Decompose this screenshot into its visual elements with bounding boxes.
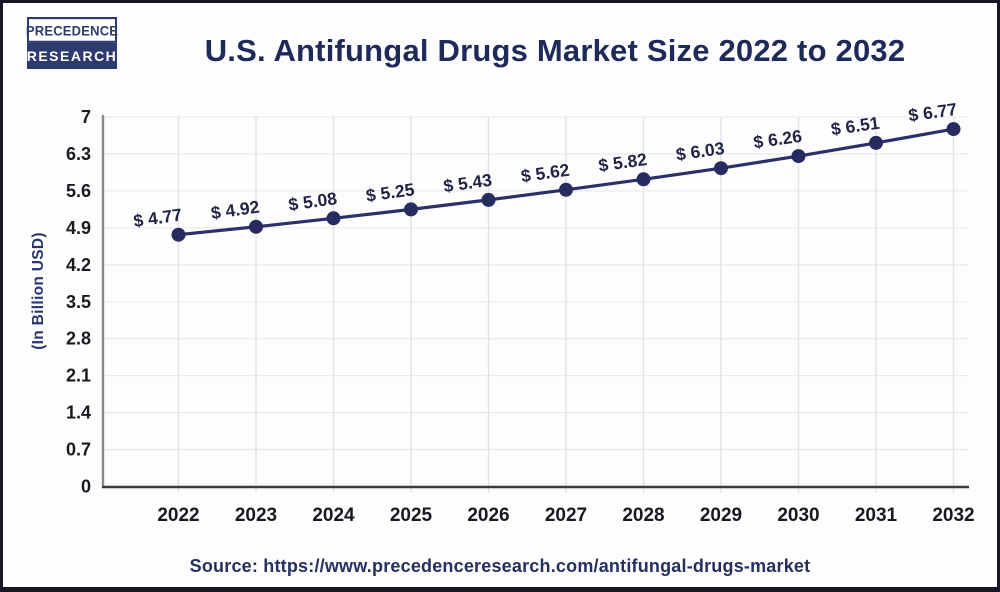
data-label: $ 6.26 — [752, 126, 803, 153]
data-label: $ 4.92 — [210, 197, 261, 224]
y-tick-label: 6.3 — [66, 144, 91, 164]
y-tick-label: 2.8 — [66, 329, 91, 349]
data-label: $ 6.51 — [830, 113, 881, 140]
y-tick-label: 2.1 — [66, 366, 91, 386]
data-point — [249, 219, 263, 234]
y-tick-label: 3.5 — [66, 292, 91, 312]
data-label: $ 4.77 — [132, 204, 183, 231]
data-point — [869, 135, 883, 150]
data-label: $ 6.03 — [675, 138, 726, 165]
data-label: $ 5.82 — [597, 149, 648, 176]
data-label: $ 5.08 — [287, 188, 338, 215]
x-tick-label: 2030 — [777, 505, 819, 526]
series-line — [176, 127, 956, 237]
data-point — [559, 182, 573, 197]
y-tick-label: 0.7 — [66, 440, 91, 460]
data-point — [171, 227, 186, 242]
source-attribution: Source: https://www.precedenceresearch.c… — [189, 556, 811, 576]
data-label: $ 5.25 — [365, 179, 416, 206]
data-point — [326, 211, 341, 226]
x-tick-label: 2023 — [235, 505, 277, 526]
x-tick-label: 2024 — [312, 505, 355, 526]
logo-research-text: RESEARCH — [27, 43, 117, 69]
chart-title: U.S. Antifungal Drugs Market Size 2022 t… — [204, 33, 906, 68]
y-tick-label: 1.4 — [66, 403, 91, 423]
x-tick-label: 2032 — [932, 505, 974, 526]
logo-precedence-text: PRECEDENCE — [26, 17, 118, 43]
data-label: $ 5.62 — [520, 160, 571, 187]
y-axis-title: (In Billion USD) — [30, 232, 47, 350]
x-tick-label: 2027 — [545, 505, 587, 526]
x-tick-label: 2026 — [467, 505, 509, 526]
x-tick-label: 2022 — [157, 505, 199, 526]
x-tick-label: 2029 — [700, 505, 742, 526]
x-tick-label: 2028 — [622, 505, 664, 526]
data-point — [404, 202, 418, 217]
x-tick-label: 2031 — [855, 505, 898, 526]
line-chart: 0 0.7 1.4 2.1 2.8 3.5 4.2 4.9 5.6 6.3 7 2022 2023 202… — [30, 99, 975, 526]
y-tick-label: 4.2 — [66, 255, 91, 275]
precedence-research-logo: PRECEDENCE RESEARCH — [26, 17, 118, 69]
data-point — [791, 149, 806, 164]
y-tick-label: 5.6 — [66, 181, 91, 201]
x-tick-label: 2025 — [390, 505, 433, 526]
data-point — [714, 161, 728, 176]
data-label: $ 5.43 — [442, 170, 493, 197]
data-point — [946, 122, 961, 137]
data-point — [481, 192, 496, 207]
y-tick-label: 4.9 — [66, 218, 91, 238]
data-label: $ 6.77 — [907, 99, 958, 126]
y-tick-label: 0 — [81, 477, 91, 497]
y-tick-label: 7 — [81, 107, 91, 127]
data-point — [636, 172, 651, 187]
